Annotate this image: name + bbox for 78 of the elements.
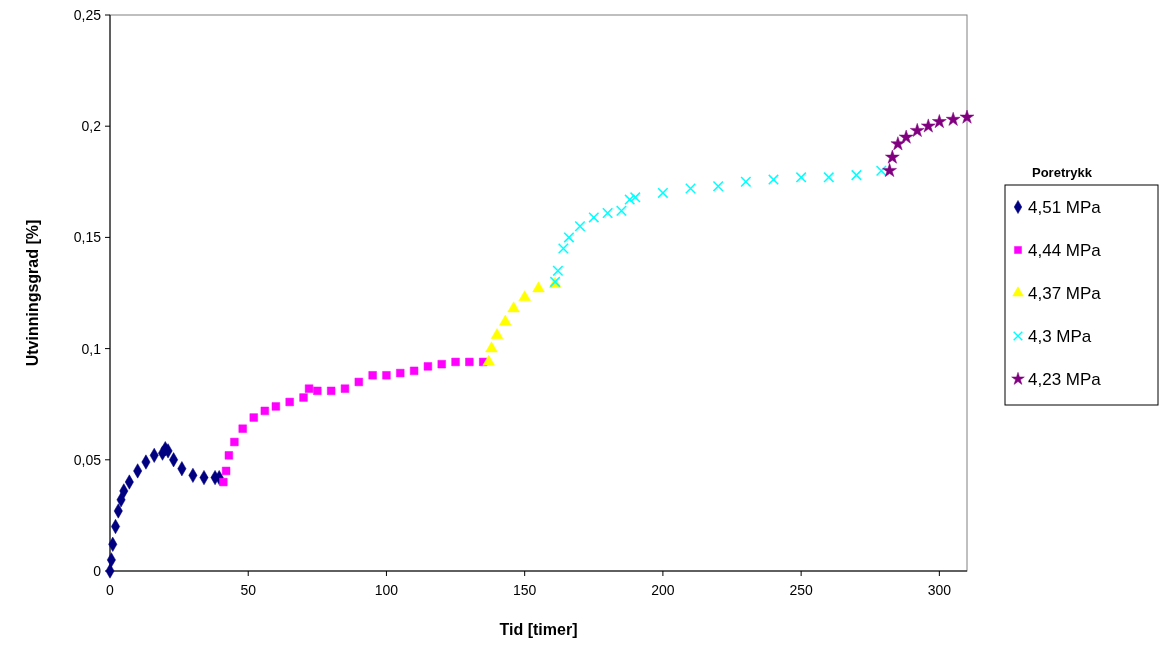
point <box>518 290 531 302</box>
point <box>249 413 258 422</box>
point <box>451 357 460 367</box>
x-tick-label: 150 <box>513 582 537 598</box>
point <box>574 220 586 232</box>
y-tick-label: 0,05 <box>73 451 102 468</box>
y-tick-label: 0 <box>93 562 102 579</box>
point <box>271 402 280 411</box>
x-tick-label: 50 <box>240 582 257 598</box>
point <box>465 357 474 367</box>
point <box>260 406 269 415</box>
point <box>557 243 569 254</box>
point <box>437 360 446 369</box>
point <box>602 207 614 219</box>
point <box>768 174 779 186</box>
point <box>532 281 545 293</box>
point <box>850 169 862 181</box>
point <box>624 194 636 206</box>
legend-label: 4,44 MPa <box>1028 240 1102 260</box>
point <box>299 393 308 402</box>
point <box>224 451 233 460</box>
point <box>340 384 350 393</box>
legend-label: 4,3 MPa <box>1028 326 1092 346</box>
point <box>823 171 835 183</box>
point <box>932 114 947 128</box>
point <box>945 111 961 126</box>
legend-label: 4,23 MPa <box>1028 369 1102 389</box>
legend-label: 4,51 MPa <box>1028 197 1102 217</box>
point <box>396 368 405 378</box>
point <box>740 176 752 188</box>
point <box>875 165 887 177</box>
point <box>795 171 807 183</box>
point <box>629 191 641 203</box>
point <box>657 187 669 199</box>
point <box>313 386 322 395</box>
point <box>890 136 906 151</box>
point <box>482 354 495 366</box>
point <box>382 371 391 380</box>
x-tick-label: 100 <box>374 582 399 598</box>
point <box>685 183 697 194</box>
point <box>885 149 900 164</box>
point <box>285 397 294 407</box>
point <box>615 205 627 217</box>
point <box>485 341 498 353</box>
point <box>588 211 600 223</box>
point <box>238 424 247 433</box>
y-tick-label: 0,1 <box>81 340 102 357</box>
point <box>712 180 724 192</box>
point <box>563 231 575 243</box>
point <box>409 366 419 375</box>
point <box>354 377 363 387</box>
point <box>910 123 925 137</box>
point <box>921 118 936 133</box>
x-axis-title: Tid [timer] <box>499 621 578 638</box>
point <box>304 384 314 393</box>
legend-label: 4,37 MPa <box>1028 283 1102 303</box>
point <box>221 466 231 476</box>
x-tick-label: 200 <box>651 582 675 598</box>
legend-title: Poretrykk <box>1032 165 1093 180</box>
x-tick-label: 250 <box>789 582 814 598</box>
point <box>552 265 564 277</box>
point <box>219 477 228 487</box>
point <box>959 109 975 124</box>
x-tick-label: 300 <box>927 582 952 598</box>
point <box>499 314 512 326</box>
point <box>423 362 433 371</box>
point <box>327 386 336 395</box>
point <box>368 371 377 380</box>
y-tick-label: 0,15 <box>73 229 102 246</box>
point <box>882 163 897 177</box>
point <box>490 328 504 339</box>
point <box>230 437 239 447</box>
point <box>898 129 914 144</box>
y-tick-label: 0,2 <box>81 118 102 135</box>
point <box>507 301 520 313</box>
y-tick-label: 0,25 <box>73 6 102 23</box>
x-tick-label: 0 <box>106 582 115 598</box>
y-axis-title: Utvinningsgrad [%] <box>24 219 41 367</box>
